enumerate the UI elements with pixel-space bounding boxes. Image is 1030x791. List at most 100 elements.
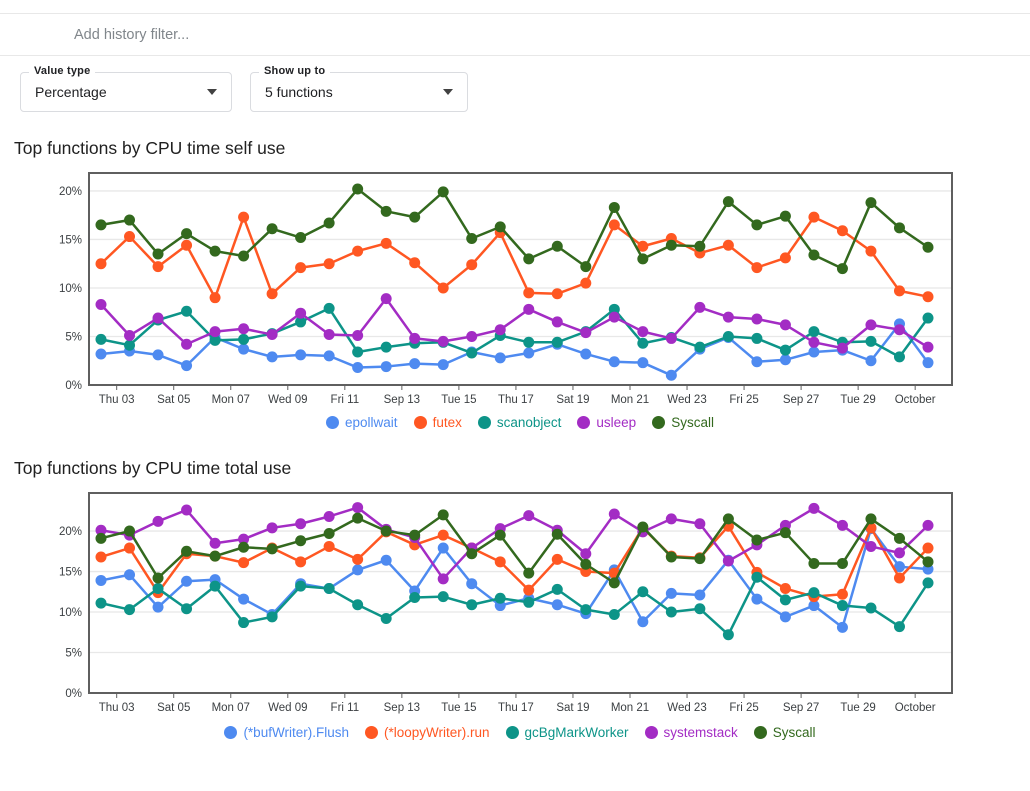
data-point[interactable] <box>694 589 706 601</box>
data-point[interactable] <box>323 510 335 522</box>
data-point[interactable] <box>893 532 905 544</box>
data-point[interactable] <box>124 525 136 537</box>
data-point[interactable] <box>209 580 221 592</box>
data-point[interactable] <box>751 534 763 546</box>
data-point[interactable] <box>323 583 335 595</box>
data-point[interactable] <box>152 572 164 584</box>
data-point[interactable] <box>124 330 136 342</box>
data-point[interactable] <box>352 553 364 565</box>
data-point[interactable] <box>665 369 677 381</box>
data-point[interactable] <box>893 351 905 363</box>
data-point[interactable] <box>266 543 278 555</box>
data-point[interactable] <box>380 361 392 373</box>
data-point[interactable] <box>893 621 905 633</box>
data-point[interactable] <box>865 197 877 209</box>
data-point[interactable] <box>808 587 820 599</box>
data-point[interactable] <box>494 352 506 364</box>
data-point[interactable] <box>608 577 620 589</box>
data-point[interactable] <box>694 240 706 252</box>
data-point[interactable] <box>779 354 791 366</box>
data-point[interactable] <box>494 592 506 604</box>
data-point[interactable] <box>380 293 392 305</box>
data-point[interactable] <box>323 350 335 362</box>
data-point[interactable] <box>751 571 763 583</box>
data-point[interactable] <box>608 508 620 520</box>
data-point[interactable] <box>238 323 250 335</box>
data-point[interactable] <box>295 535 307 547</box>
data-point[interactable] <box>836 342 848 354</box>
data-point[interactable] <box>694 518 706 530</box>
data-point[interactable] <box>238 343 250 355</box>
data-point[interactable] <box>722 330 734 342</box>
data-point[interactable] <box>722 239 734 251</box>
data-point[interactable] <box>608 608 620 620</box>
data-point[interactable] <box>608 303 620 315</box>
data-point[interactable] <box>779 527 791 539</box>
data-point[interactable] <box>323 329 335 341</box>
data-point[interactable] <box>865 355 877 367</box>
data-point[interactable] <box>922 357 934 369</box>
data-point[interactable] <box>152 261 164 273</box>
data-point[interactable] <box>352 564 364 576</box>
data-point[interactable] <box>551 583 563 595</box>
data-point[interactable] <box>466 232 478 244</box>
data-point[interactable] <box>637 326 649 338</box>
data-point[interactable] <box>323 258 335 270</box>
data-point[interactable] <box>494 556 506 568</box>
data-point[interactable] <box>836 519 848 531</box>
data-point[interactable] <box>580 348 592 360</box>
data-point[interactable] <box>95 551 107 563</box>
data-point[interactable] <box>437 359 449 371</box>
data-point[interactable] <box>95 532 107 544</box>
data-point[interactable] <box>808 600 820 612</box>
data-point[interactable] <box>466 330 478 342</box>
data-point[interactable] <box>238 333 250 345</box>
data-point[interactable] <box>181 575 193 587</box>
data-point[interactable] <box>295 307 307 319</box>
data-point[interactable] <box>266 288 278 300</box>
data-point[interactable] <box>209 326 221 338</box>
data-point[interactable] <box>836 225 848 237</box>
data-point[interactable] <box>323 540 335 552</box>
data-point[interactable] <box>523 510 535 522</box>
data-point[interactable] <box>551 336 563 348</box>
data-point[interactable] <box>922 542 934 554</box>
data-point[interactable] <box>124 604 136 616</box>
data-point[interactable] <box>551 599 563 611</box>
data-point[interactable] <box>808 346 820 358</box>
data-point[interactable] <box>751 313 763 325</box>
data-point[interactable] <box>922 556 934 568</box>
data-point[interactable] <box>209 537 221 549</box>
data-point[interactable] <box>295 316 307 328</box>
data-point[interactable] <box>238 533 250 545</box>
data-point[interactable] <box>266 223 278 235</box>
data-point[interactable] <box>808 557 820 569</box>
data-point[interactable] <box>551 288 563 300</box>
data-point[interactable] <box>523 336 535 348</box>
data-point[interactable] <box>95 348 107 360</box>
data-point[interactable] <box>893 547 905 559</box>
data-point[interactable] <box>295 349 307 361</box>
data-point[interactable] <box>893 324 905 336</box>
data-point[interactable] <box>808 211 820 223</box>
data-point[interactable] <box>722 196 734 208</box>
data-point[interactable] <box>865 245 877 257</box>
data-point[interactable] <box>409 358 421 370</box>
data-point[interactable] <box>409 591 421 603</box>
data-point[interactable] <box>608 201 620 213</box>
data-point[interactable] <box>437 282 449 294</box>
data-point[interactable] <box>238 211 250 223</box>
data-point[interactable] <box>295 262 307 274</box>
data-point[interactable] <box>751 262 763 274</box>
data-point[interactable] <box>779 611 791 623</box>
data-point[interactable] <box>466 259 478 271</box>
data-point[interactable] <box>352 599 364 611</box>
data-point[interactable] <box>409 211 421 223</box>
data-point[interactable] <box>295 580 307 592</box>
data-point[interactable] <box>722 629 734 641</box>
data-point[interactable] <box>694 603 706 615</box>
data-point[interactable] <box>152 601 164 613</box>
data-point[interactable] <box>779 319 791 331</box>
history-filter-input[interactable]: Add history filter... <box>74 26 190 43</box>
chart-cpu-self-use[interactable]: 0% 5% 10% 15% 20% Thu 03 Sat 05 Mon 07 Wed 09 Fri… <box>0 165 1030 415</box>
